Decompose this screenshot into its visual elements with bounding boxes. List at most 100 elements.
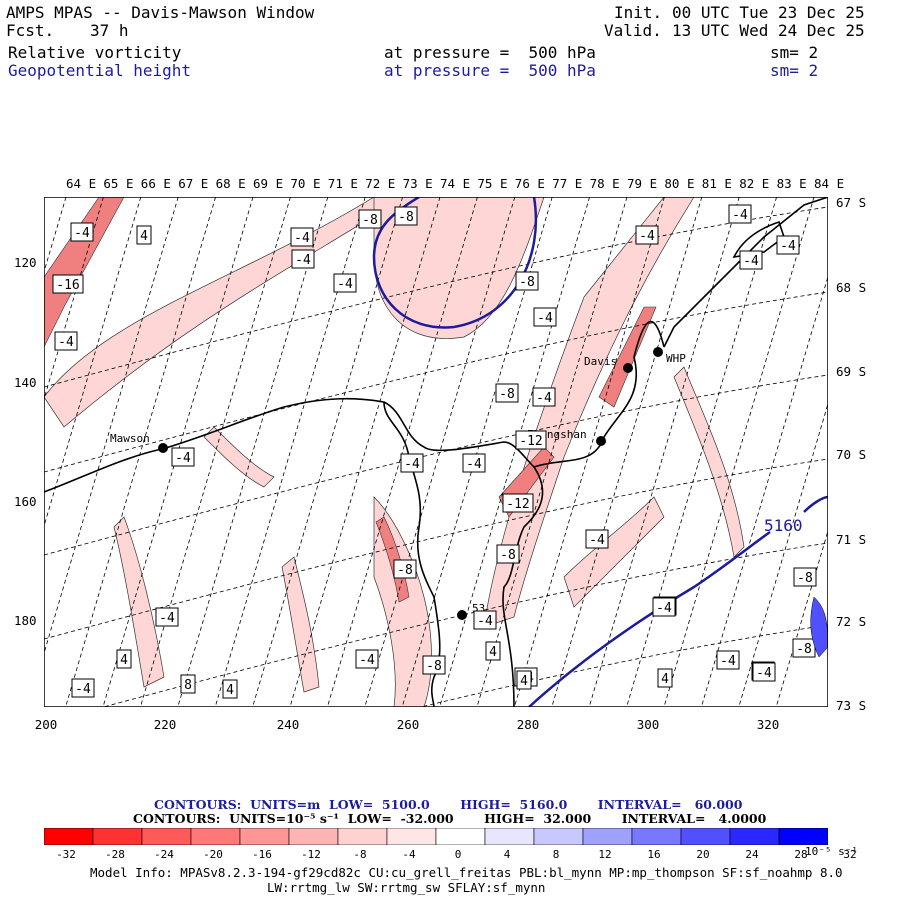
meridian-line	[44, 197, 179, 655]
vort-label-box	[652, 597, 676, 617]
vort-label-box	[155, 607, 179, 627]
parallel-line	[44, 206, 828, 388]
vort-label: 4	[661, 672, 669, 687]
vort-label: -8	[797, 571, 813, 586]
meridian-line	[551, 197, 703, 707]
vort-label: -4	[720, 654, 736, 669]
colorbar-tick: -32	[56, 848, 76, 861]
colorbar-tick: 12	[598, 848, 612, 861]
colorbar-tick: -4	[402, 848, 416, 861]
field2-name: Geopotential height	[8, 61, 192, 80]
vort-label: -4	[536, 391, 552, 406]
longitude-label: 74 E	[440, 176, 471, 191]
longitude-label: 71 E	[327, 176, 358, 191]
vort-label-box	[533, 307, 557, 327]
station-53-marker	[457, 610, 467, 620]
vort-label: 4	[520, 674, 528, 689]
station-whp: WHP	[666, 352, 686, 365]
meridian-line	[65, 197, 216, 707]
vort-label-box	[394, 206, 418, 226]
field2-sm: sm= 2	[770, 61, 819, 80]
meridian-line	[327, 197, 478, 707]
vort-label-box	[462, 453, 486, 473]
longitude-label: 73 E	[402, 176, 433, 191]
vort-label: -4	[159, 611, 175, 626]
field1-name: Relative vorticity	[8, 43, 182, 62]
vort-label-box	[515, 271, 539, 291]
vorticity-labels: -4 4 -16 -4 -4 -4 -8 -8 -4 -8 -4 -4 -4 -4 -8 -4 -4 -12 -4 -…	[52, 204, 828, 699]
vort-label-box	[70, 222, 94, 242]
latitude-label: 67 S	[836, 195, 867, 210]
longitude-label: 81 E	[701, 176, 732, 191]
longitude-label: 65 E	[103, 176, 134, 191]
vort-label: -4	[756, 666, 772, 681]
vort-label: -4	[75, 682, 91, 697]
parallel-line	[44, 291, 828, 473]
x-tick-240: 240	[276, 717, 300, 732]
meridian-line	[102, 197, 254, 707]
longitude-label: 67 E	[178, 176, 209, 191]
colorbar-tick: -12	[301, 848, 321, 861]
x-tick-220: 220	[153, 717, 177, 732]
station-mawson: Mawson	[110, 432, 150, 445]
colorbar-bin	[44, 828, 94, 845]
vort-label: -8	[398, 210, 414, 225]
colorbar-tick: 0	[454, 848, 462, 861]
vort-label: -8	[426, 659, 442, 674]
vort-label-box	[358, 209, 382, 229]
valid-value: 13 UTC Wed 24 Dec 25	[672, 21, 865, 40]
vort-label: -4	[477, 614, 493, 629]
vort-label: -4	[639, 229, 655, 244]
latitude-label: 72 S	[836, 614, 867, 629]
vort-label: 4	[226, 683, 234, 698]
vort-label-box	[739, 250, 763, 270]
meridian-line	[626, 197, 777, 707]
vort-label-box	[422, 655, 446, 675]
colorbar-bin	[288, 828, 339, 845]
colorbar-tick: 32	[843, 848, 857, 861]
x-tick-200: 200	[34, 717, 58, 732]
parallel-line	[44, 458, 828, 640]
fcst-label: Fcst.	[6, 21, 55, 40]
vort-label: -4	[404, 457, 420, 472]
vort-label: -4	[537, 311, 553, 326]
meridian-line	[252, 197, 403, 707]
vort-label-box	[776, 235, 800, 255]
longitude-label: 77 E	[552, 176, 583, 191]
vorticity-contour-info: CONTOURS: UNITS=10⁻⁵ s⁻¹ LOW= -32.000 HI…	[133, 811, 767, 826]
vort-label-box	[752, 662, 776, 682]
vort-label-box	[502, 493, 534, 513]
meridian-line	[364, 197, 516, 707]
vort-label: -4	[294, 231, 310, 246]
latitude-label: 70 S	[836, 447, 867, 462]
meridian-line	[663, 197, 815, 707]
colorbar-tick: -20	[203, 848, 223, 861]
vort-label: -8	[362, 213, 378, 228]
colorbar-tick: 4	[503, 848, 511, 861]
parallel-line	[101, 542, 828, 707]
parallel-line	[419, 624, 828, 707]
vort-label: -4	[743, 254, 759, 269]
vort-label: 4	[120, 653, 128, 668]
vort-label: -4	[58, 335, 74, 350]
y-tick-140: 140	[14, 375, 37, 390]
vort-label: -8	[499, 387, 515, 402]
colorbar-tick: -16	[252, 848, 272, 861]
graticule	[44, 197, 828, 707]
longitude-label: 69 E	[253, 176, 284, 191]
vort-label-box	[222, 679, 238, 699]
vort-label-box	[116, 649, 132, 669]
colorbar-tick: 24	[745, 848, 759, 861]
fcst-value: 37 h	[90, 21, 129, 40]
x-tick-300: 300	[636, 717, 660, 732]
model-info-line2: LW:rrtmg_lw SW:rrtmg_sw SFLAY:sf_mynn	[267, 880, 546, 895]
height-contour-label: 5160	[764, 516, 803, 535]
meridian-line	[439, 197, 590, 707]
field1-level: at pressure = 500 hPa	[384, 43, 596, 62]
davis-station	[623, 363, 633, 373]
colorbar-bin	[239, 828, 290, 845]
colorbar-tick: 28	[794, 848, 808, 861]
meridian-line	[214, 197, 366, 707]
vort-label-box	[171, 447, 195, 467]
vorticity-positive-edge	[810, 596, 828, 658]
